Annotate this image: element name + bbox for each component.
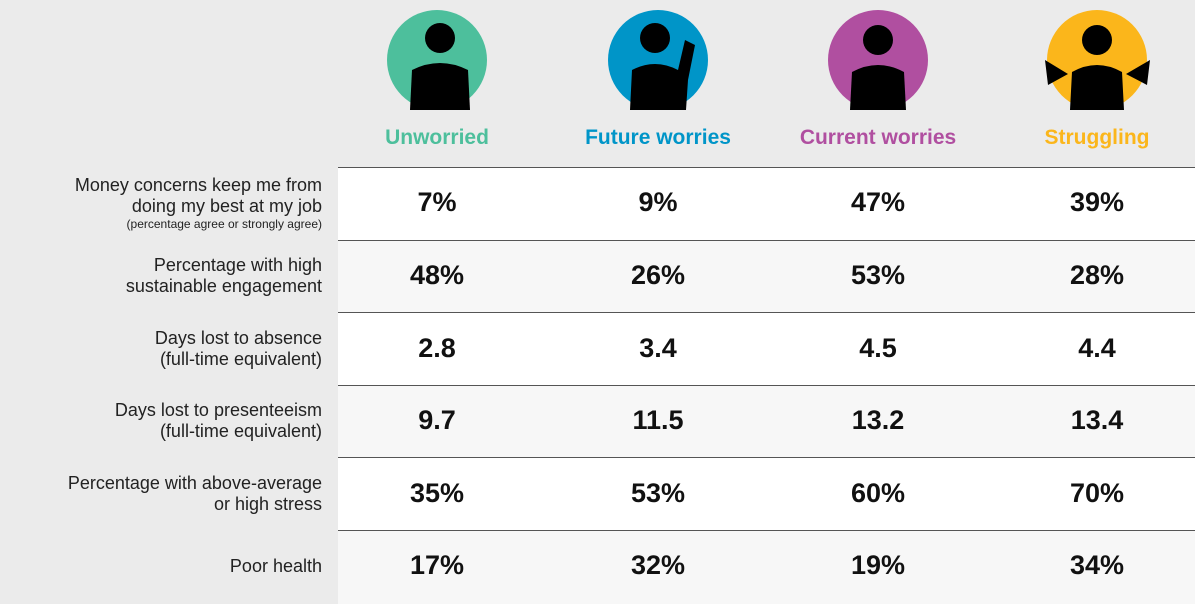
cell-value: 35% <box>409 477 465 508</box>
cell-value: 3.4 <box>639 332 677 363</box>
cell-value: 48% <box>409 259 465 290</box>
row-band <box>338 457 1195 531</box>
row-label: (full-time equivalent) <box>159 348 322 369</box>
row-label: doing my best at my job <box>131 195 322 216</box>
cell-value: 9% <box>638 187 678 218</box>
icon-unworried <box>387 10 487 110</box>
row-note: (percentage agree or strongly agree) <box>126 216 322 231</box>
cell-value: 11.5 <box>632 405 684 436</box>
cell-value: 70% <box>1069 477 1125 508</box>
row-band <box>338 239 1195 314</box>
row-band <box>338 384 1195 459</box>
icons <box>387 10 1150 110</box>
column-header: Current worries <box>799 126 957 149</box>
column-header: Unworried <box>385 126 489 149</box>
row-band <box>338 312 1195 386</box>
row-label: Money concerns keep me from <box>74 174 322 195</box>
cell-value: 2.8 <box>418 332 456 363</box>
row-label: Days lost to absence <box>154 327 322 348</box>
column-header: Struggling <box>1044 126 1150 149</box>
cell-value: 17% <box>409 550 465 581</box>
row-label: Percentage with above-average <box>67 472 322 493</box>
cell-value: 13.4 <box>1070 405 1124 436</box>
cell-value: 53% <box>630 477 686 508</box>
icon-future-worries <box>608 10 708 110</box>
cell-value: 32% <box>630 550 686 581</box>
row-label: sustainable engagement <box>125 275 322 296</box>
icon-struggling <box>1045 10 1150 110</box>
cell-value: 19% <box>850 550 906 581</box>
row-label: Days lost to presenteeism <box>114 400 322 421</box>
row-label: Percentage with high <box>153 254 322 275</box>
cell-value: 39% <box>1069 187 1125 218</box>
row-label: Poor health <box>229 555 322 576</box>
cell-value: 28% <box>1069 259 1125 290</box>
cell-value: 60% <box>850 477 906 508</box>
cell-value: 53% <box>850 259 906 290</box>
row-band <box>338 530 1195 604</box>
cell-value: 4.5 <box>859 332 897 363</box>
row-label: or high stress <box>213 493 322 514</box>
cell-value: 47% <box>850 187 906 218</box>
cell-value: 4.4 <box>1078 332 1116 363</box>
cell-value: 34% <box>1069 550 1125 581</box>
cell-value: 9.7 <box>418 405 456 436</box>
row-label: (full-time equivalent) <box>159 421 322 442</box>
cell-value: 13.2 <box>851 405 905 436</box>
cell-value: 26% <box>630 259 686 290</box>
cell-value: 7% <box>417 187 457 218</box>
icon-current-worries <box>828 10 928 110</box>
column-header: Future worries <box>585 126 731 149</box>
row-band <box>338 167 1195 241</box>
